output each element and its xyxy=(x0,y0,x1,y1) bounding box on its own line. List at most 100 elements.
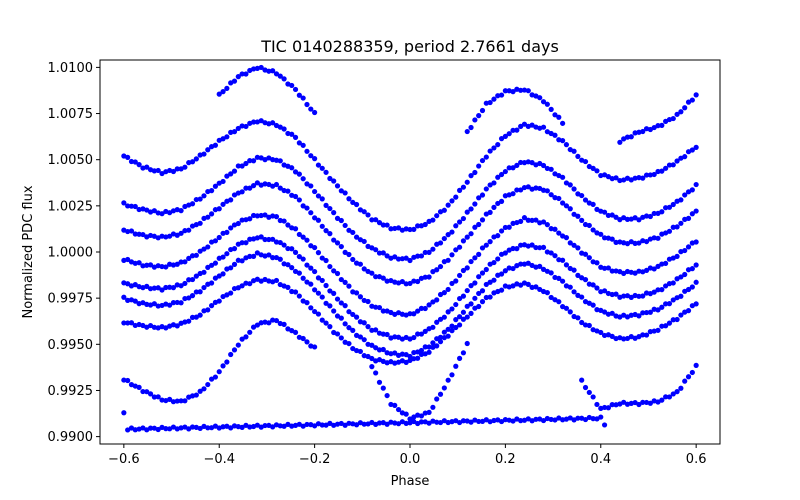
data-point xyxy=(292,193,299,200)
data-point xyxy=(342,190,348,196)
data-point xyxy=(361,337,367,343)
data-point xyxy=(254,213,260,219)
data-point xyxy=(674,224,680,230)
data-point xyxy=(353,201,360,208)
data-point xyxy=(342,249,348,255)
data-point xyxy=(353,314,360,320)
data-point xyxy=(434,343,440,349)
data-point xyxy=(407,280,413,287)
data-point xyxy=(312,344,318,350)
data-point xyxy=(498,198,505,204)
data-point xyxy=(258,212,264,219)
data-point xyxy=(235,220,241,227)
data-point xyxy=(125,320,131,326)
data-point xyxy=(586,322,592,329)
data-point xyxy=(575,153,581,160)
data-point xyxy=(529,242,535,248)
data-point xyxy=(296,197,302,203)
data-point xyxy=(483,281,489,288)
data-point xyxy=(563,203,570,209)
data-point xyxy=(338,188,344,194)
data-point xyxy=(575,272,581,278)
data-point xyxy=(640,128,646,135)
data-point xyxy=(193,392,199,398)
data-point xyxy=(441,329,447,335)
data-point xyxy=(472,280,478,286)
y-tick-label: 1.0000 xyxy=(48,246,94,261)
data-point xyxy=(243,185,249,191)
data-point xyxy=(209,211,215,217)
data-point xyxy=(197,196,203,202)
data-point xyxy=(151,208,157,214)
data-point xyxy=(601,404,608,411)
data-point xyxy=(491,204,497,210)
data-point xyxy=(556,275,562,281)
data-point xyxy=(350,256,356,263)
data-point xyxy=(304,181,310,187)
data-point xyxy=(155,426,161,433)
data-point xyxy=(643,172,650,178)
data-point xyxy=(495,142,501,148)
data-point xyxy=(609,268,615,274)
data-point xyxy=(319,277,325,284)
data-point xyxy=(239,240,245,246)
data-point xyxy=(231,129,238,135)
data-point xyxy=(163,284,169,291)
data-point xyxy=(540,187,547,193)
data-point xyxy=(411,311,417,317)
data-point xyxy=(479,288,486,294)
data-point xyxy=(659,168,665,174)
data-point xyxy=(682,247,688,254)
data-point xyxy=(270,236,276,242)
data-point xyxy=(193,196,199,203)
data-point xyxy=(548,250,554,256)
data-point xyxy=(216,206,222,212)
data-point xyxy=(556,195,562,202)
data-point xyxy=(125,297,131,303)
data-point xyxy=(212,238,219,244)
data-point xyxy=(144,262,150,268)
data-point xyxy=(304,262,310,268)
data-point xyxy=(689,211,695,217)
x-tick-label: 0.4 xyxy=(590,452,611,467)
data-point xyxy=(678,274,684,280)
data-point xyxy=(563,142,570,148)
data-point xyxy=(483,266,489,273)
data-point xyxy=(193,289,199,295)
data-point xyxy=(250,212,257,219)
data-point xyxy=(212,374,219,380)
data-point xyxy=(510,245,516,252)
data-point xyxy=(579,319,585,326)
data-point xyxy=(487,99,493,106)
data-point xyxy=(518,187,524,193)
data-point xyxy=(426,409,432,415)
y-tick-label: 0.9975 xyxy=(48,292,94,307)
data-point xyxy=(468,231,474,237)
data-point xyxy=(247,253,253,259)
data-point xyxy=(201,151,207,157)
data-point xyxy=(518,218,524,224)
data-point xyxy=(197,388,203,394)
data-point xyxy=(651,306,657,312)
data-point xyxy=(628,134,634,140)
data-point xyxy=(636,240,642,246)
data-point xyxy=(277,423,283,429)
data-point xyxy=(346,420,352,426)
data-point xyxy=(304,101,310,108)
data-point xyxy=(617,139,623,145)
data-point xyxy=(231,168,238,174)
data-point xyxy=(300,256,306,262)
data-point xyxy=(632,215,638,221)
data-point xyxy=(479,217,486,223)
data-point xyxy=(231,261,238,267)
data-point xyxy=(323,169,329,175)
data-point xyxy=(376,304,383,311)
data-point xyxy=(174,166,180,172)
data-point xyxy=(605,405,612,411)
data-point xyxy=(418,347,425,354)
data-point xyxy=(323,202,329,208)
data-point xyxy=(476,290,482,297)
data-point xyxy=(655,327,661,333)
data-point xyxy=(144,164,150,170)
data-point xyxy=(533,185,539,191)
